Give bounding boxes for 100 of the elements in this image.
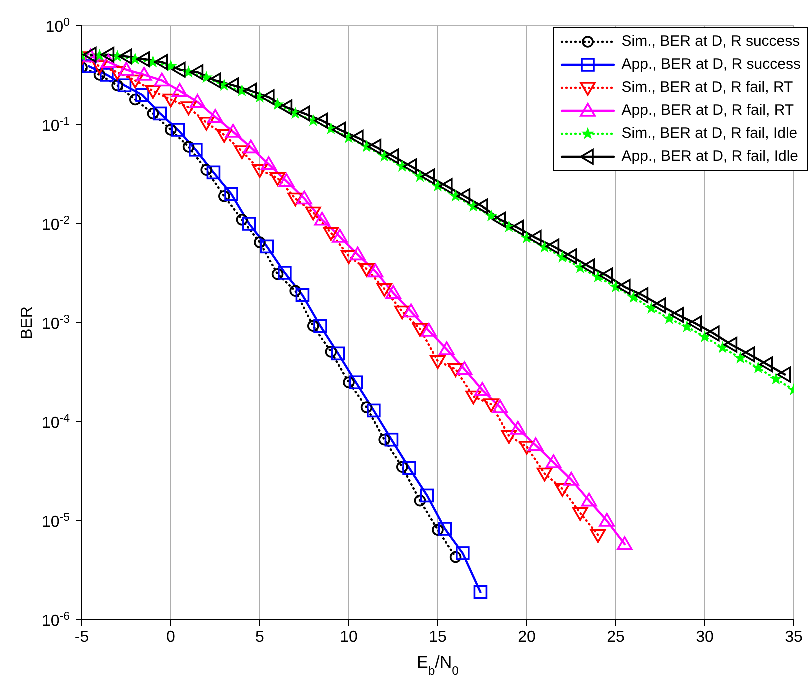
legend-label: App., BER at D, R fail, RT <box>622 102 794 119</box>
point <box>154 72 170 87</box>
point <box>682 321 693 332</box>
point <box>546 238 560 255</box>
point <box>456 361 473 376</box>
point <box>100 47 115 63</box>
point <box>218 190 230 202</box>
point <box>260 240 274 254</box>
point <box>243 140 259 154</box>
y-tick-label: 10$^{-1}$ <box>42 116 70 135</box>
point <box>752 362 764 373</box>
point <box>306 206 322 221</box>
point <box>165 124 177 136</box>
point <box>190 64 204 80</box>
point <box>171 123 186 137</box>
x-axis-title: E$_{b}$/N$_{0}$ <box>417 653 460 678</box>
point <box>261 90 275 106</box>
point <box>367 404 381 418</box>
point <box>394 306 410 320</box>
y-tick-label: 10$^{-3}$ <box>42 314 70 333</box>
point <box>272 268 284 280</box>
point <box>628 292 640 303</box>
point <box>376 283 392 297</box>
legend-label: App., BER at D, R fail, Idle <box>622 148 799 165</box>
point <box>759 356 774 372</box>
point <box>652 298 666 314</box>
point <box>439 342 455 356</box>
point <box>136 88 150 102</box>
point <box>94 69 106 81</box>
point <box>528 230 542 246</box>
point <box>110 66 126 80</box>
point <box>528 438 544 452</box>
point <box>100 68 114 82</box>
point <box>564 248 578 264</box>
point <box>474 586 488 600</box>
point <box>742 346 756 362</box>
point <box>325 346 338 358</box>
y-tick-label: 10$^{-6}$ <box>42 611 70 630</box>
point <box>519 441 535 455</box>
point <box>314 319 328 334</box>
point <box>278 173 295 188</box>
x-tick-label: -5 <box>74 629 90 646</box>
point <box>234 146 250 160</box>
legend-label: Sim., BER at D, R fail, Idle <box>622 125 798 142</box>
point <box>421 168 435 185</box>
point <box>414 494 426 507</box>
x-tick-label: 20 <box>518 629 536 646</box>
point <box>439 178 453 194</box>
x-tick-label: 35 <box>785 629 803 646</box>
point <box>617 279 631 296</box>
point <box>396 461 408 474</box>
point <box>332 229 348 243</box>
point <box>510 220 524 236</box>
point <box>486 210 498 222</box>
point <box>717 342 728 353</box>
y-axis-title: BER <box>19 306 36 340</box>
point <box>448 363 464 378</box>
point <box>224 187 238 202</box>
point <box>349 376 364 390</box>
point <box>386 285 402 300</box>
point <box>190 94 206 108</box>
point <box>430 355 446 370</box>
point <box>296 106 310 122</box>
point <box>474 198 488 214</box>
x-tick-label: 5 <box>256 629 265 646</box>
point <box>670 307 684 324</box>
point <box>331 346 346 361</box>
point <box>163 94 179 108</box>
point <box>180 102 197 116</box>
x-tick-label: 25 <box>607 629 625 646</box>
point <box>314 113 328 129</box>
point <box>432 524 444 536</box>
point <box>724 337 738 353</box>
point <box>172 83 188 97</box>
point <box>368 139 382 155</box>
point <box>225 78 240 94</box>
point <box>456 188 471 204</box>
point <box>261 156 277 170</box>
point <box>296 288 310 302</box>
point <box>599 268 613 284</box>
point <box>308 320 320 332</box>
point <box>153 106 168 121</box>
x-tick-label: 10 <box>340 629 358 646</box>
point <box>112 80 124 92</box>
point <box>216 129 232 144</box>
point <box>323 227 340 241</box>
point <box>145 85 162 99</box>
point <box>492 212 506 228</box>
point <box>314 212 330 226</box>
point <box>82 60 96 74</box>
point <box>456 546 470 560</box>
point <box>706 326 720 342</box>
point <box>564 472 580 486</box>
point <box>182 141 195 153</box>
point <box>386 148 400 164</box>
point <box>341 250 357 264</box>
legend-label: App., BER at D, R success <box>622 56 801 73</box>
point <box>572 507 588 522</box>
point <box>368 264 384 278</box>
point <box>474 382 490 396</box>
